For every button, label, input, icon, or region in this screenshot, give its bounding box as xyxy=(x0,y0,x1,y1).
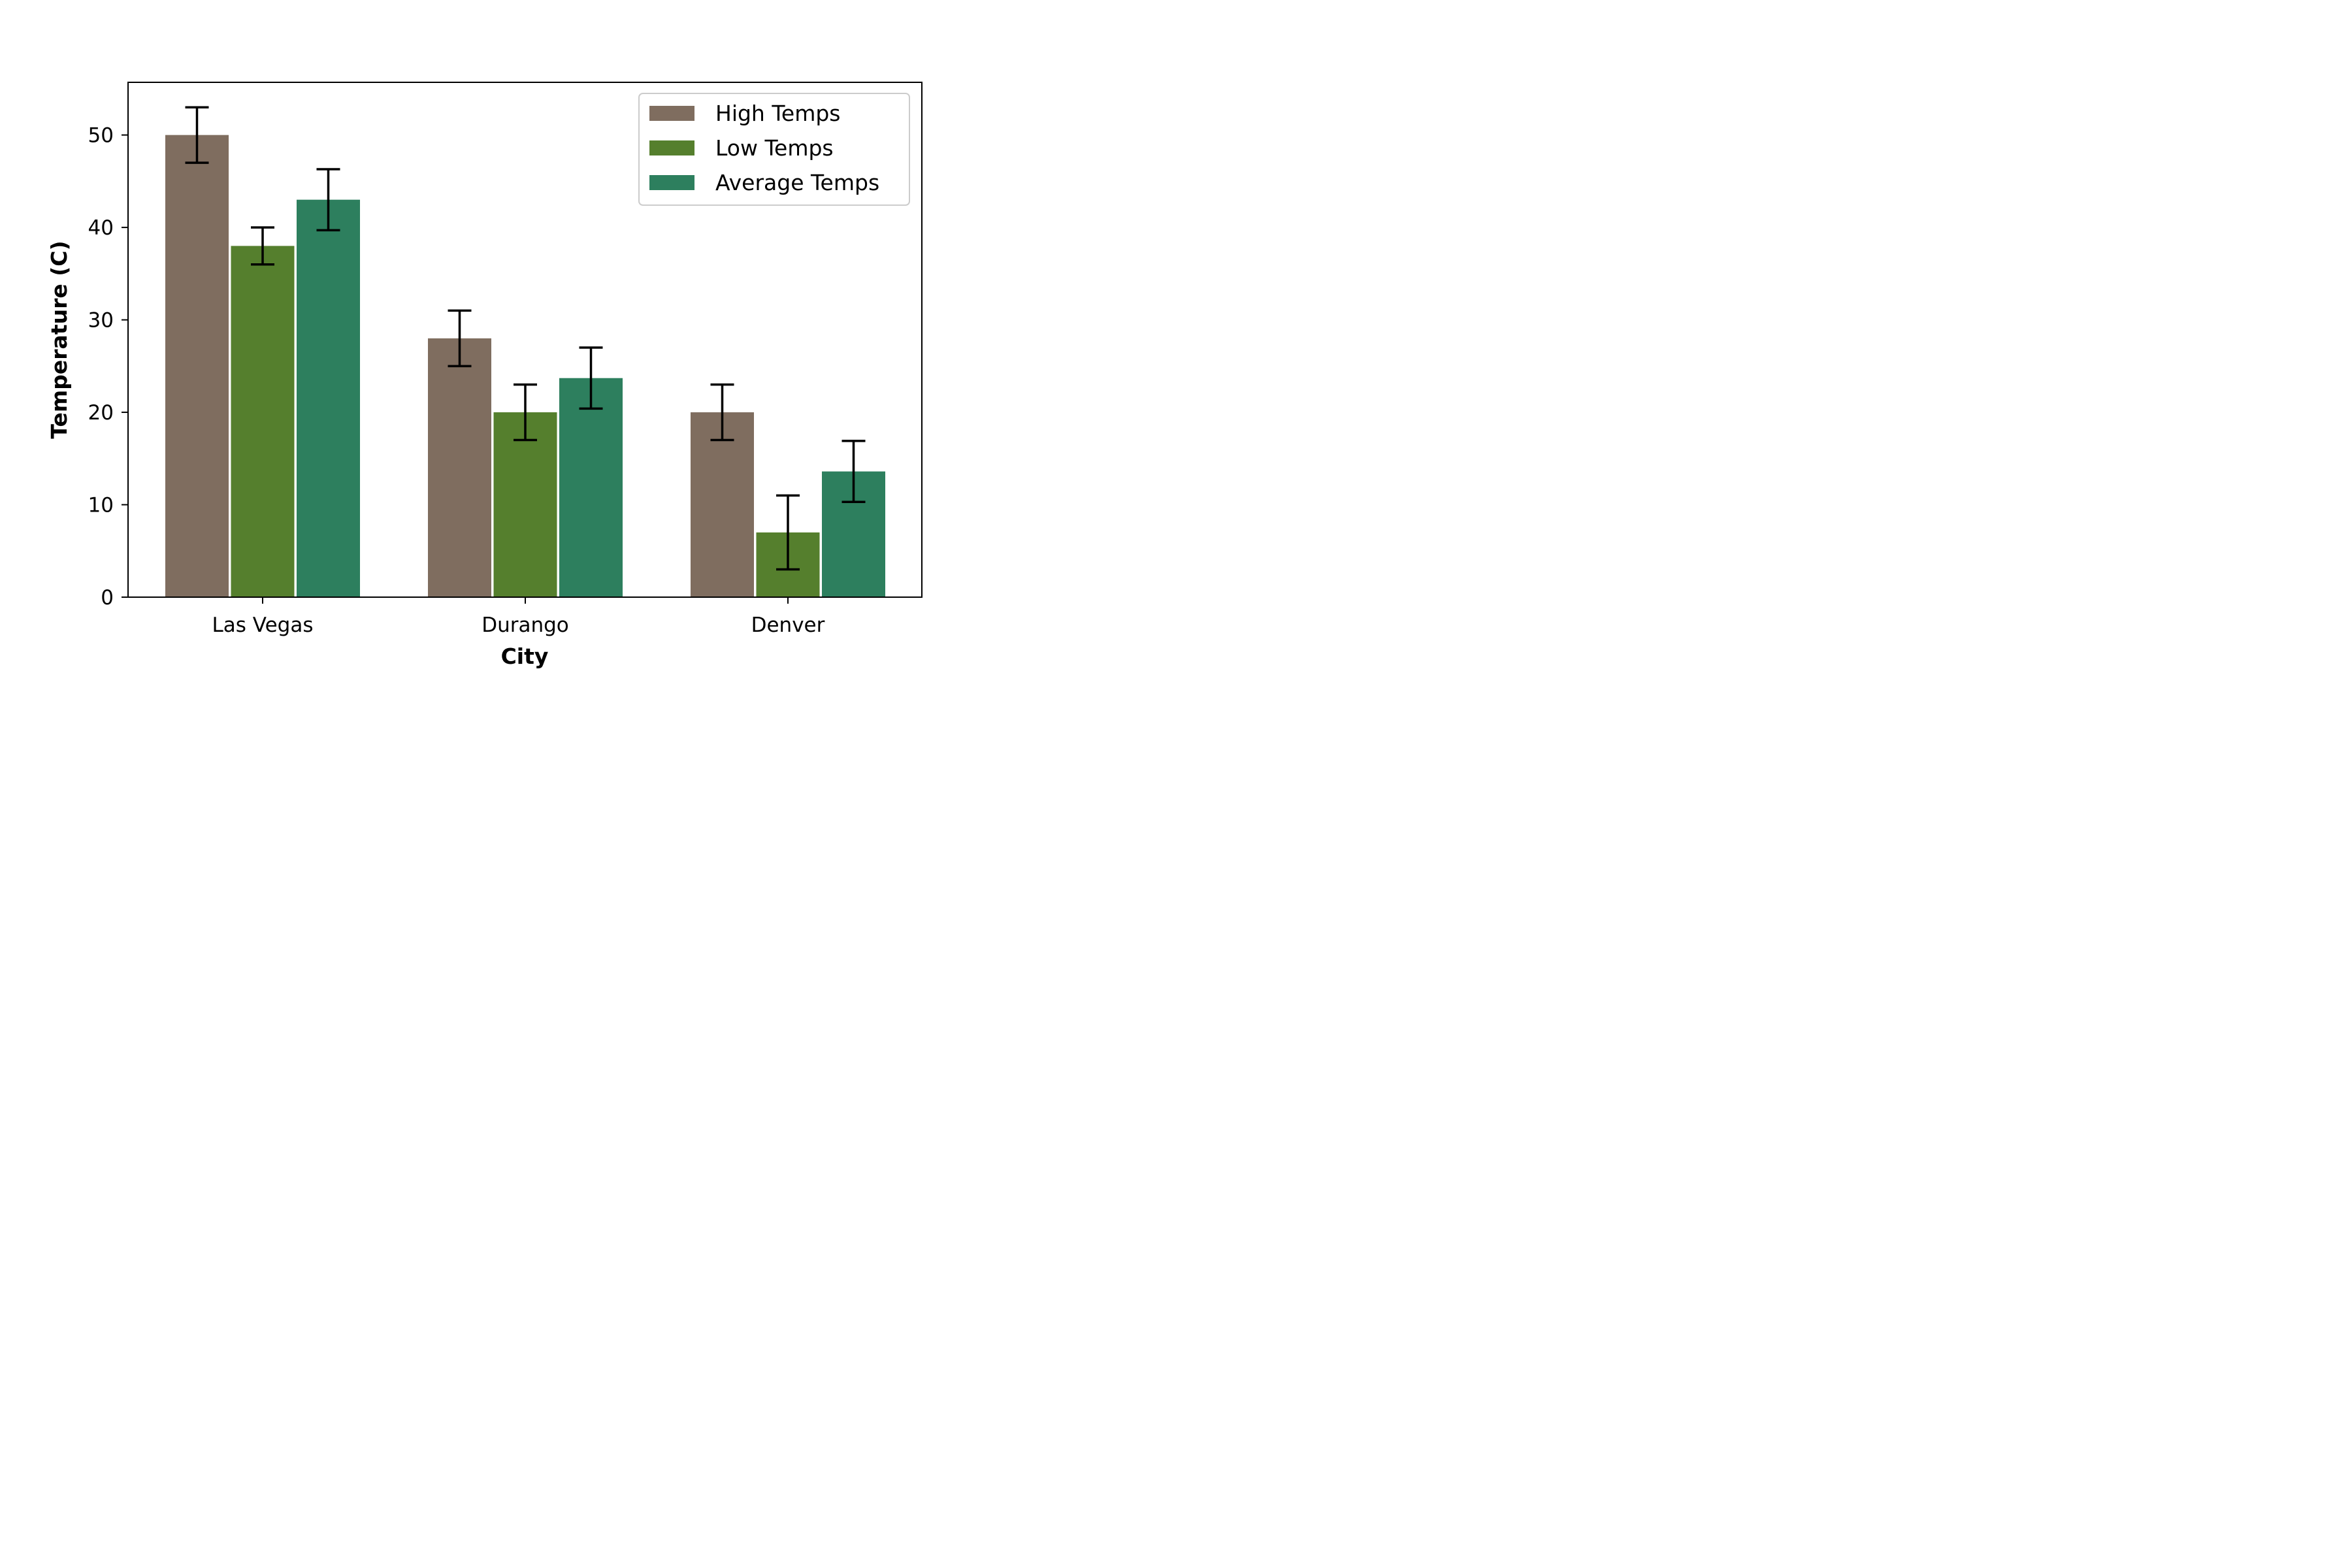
bar xyxy=(559,378,623,597)
y-axis: 0 10 20 30 40 50 xyxy=(88,124,128,610)
legend: High Temps Low Temps Average Temps xyxy=(638,93,910,206)
bar xyxy=(691,412,754,597)
y-tick-label: 30 xyxy=(88,309,114,333)
legend-swatch xyxy=(649,175,694,190)
bar xyxy=(231,246,295,597)
legend-label: High Temps xyxy=(715,101,840,126)
x-tick-label: Las Vegas xyxy=(212,613,314,637)
bars-layer xyxy=(165,135,885,597)
legend-frame xyxy=(638,93,910,206)
x-axis-label: City xyxy=(501,644,549,669)
bar xyxy=(165,135,229,597)
x-tick-label: Denver xyxy=(751,613,825,637)
bar xyxy=(493,412,557,597)
bar xyxy=(428,338,491,597)
bar xyxy=(297,199,360,597)
y-tick-label: 10 xyxy=(88,494,114,517)
error-bars-layer xyxy=(185,106,866,571)
x-axis: Las Vegas Durango Denver xyxy=(212,597,825,637)
legend-label: Low Temps xyxy=(715,135,834,161)
x-tick-label: Durango xyxy=(482,613,569,637)
legend-label: Average Temps xyxy=(715,170,879,195)
legend-swatch xyxy=(649,140,694,155)
y-tick-label: 40 xyxy=(88,216,114,240)
y-axis-label: Temperature (C) xyxy=(46,240,72,438)
y-tick-label: 0 xyxy=(101,586,114,610)
legend-swatch xyxy=(649,106,694,121)
y-tick-label: 50 xyxy=(88,124,114,148)
y-tick-label: 20 xyxy=(88,401,114,425)
